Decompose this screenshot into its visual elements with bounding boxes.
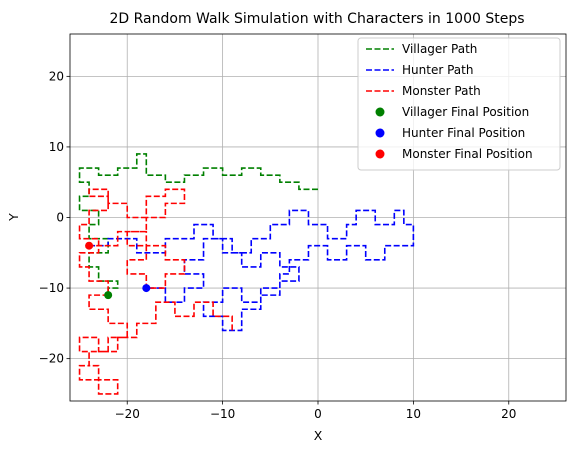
hunter-path-line [89,209,415,332]
axis-ticks: −20 −10 0 10 20 −20 −10 0 10 20 [39,69,517,421]
title-group: 2D Random Walk Simulation with Character… [109,11,524,27]
y-tick-label: 20 [49,69,64,83]
legend-box [357,37,561,171]
y-tick-label: −20 [39,352,64,366]
monster-final-position-marker [85,241,94,250]
x-axis-label: X [314,428,323,443]
x-tick-label: 20 [501,407,516,421]
y-tick-label: −10 [39,281,64,295]
legend-monster-final-position-swatch [375,149,385,159]
legend-hunter-final-position-label: Hunter Final Position [402,126,525,140]
x-tick-label: −10 [210,407,235,421]
x-tick-label: −20 [115,407,140,421]
y-axis-label: Y [6,213,21,222]
final-position-markers [85,241,151,300]
y-tick-label: 0 [56,211,64,225]
villager-final-position-marker [104,291,113,300]
legend-monster-final-position-label: Monster Final Position [402,147,533,161]
legend: Villager Path Hunter Path Monster Path Vill… [357,37,561,171]
hunter-final-position-marker [142,284,151,293]
legend-hunter-final-position-swatch [375,128,385,138]
villager-path-line [78,153,318,296]
x-tick-label: 10 [406,407,421,421]
legend-villager-path-label: Villager Path [402,42,477,56]
legend-hunter-path-label: Hunter Path [402,63,473,77]
series-paths [78,153,415,395]
y-tick-label: 10 [49,140,64,154]
monster-path-line [78,188,233,395]
chart-title: 2D Random Walk Simulation with Character… [109,11,524,27]
x-tick-label: 0 [314,407,322,421]
legend-villager-final-position-swatch [375,107,385,117]
legend-monster-path-label: Monster Path [402,84,481,98]
legend-villager-final-position-label: Villager Final Position [402,105,529,119]
